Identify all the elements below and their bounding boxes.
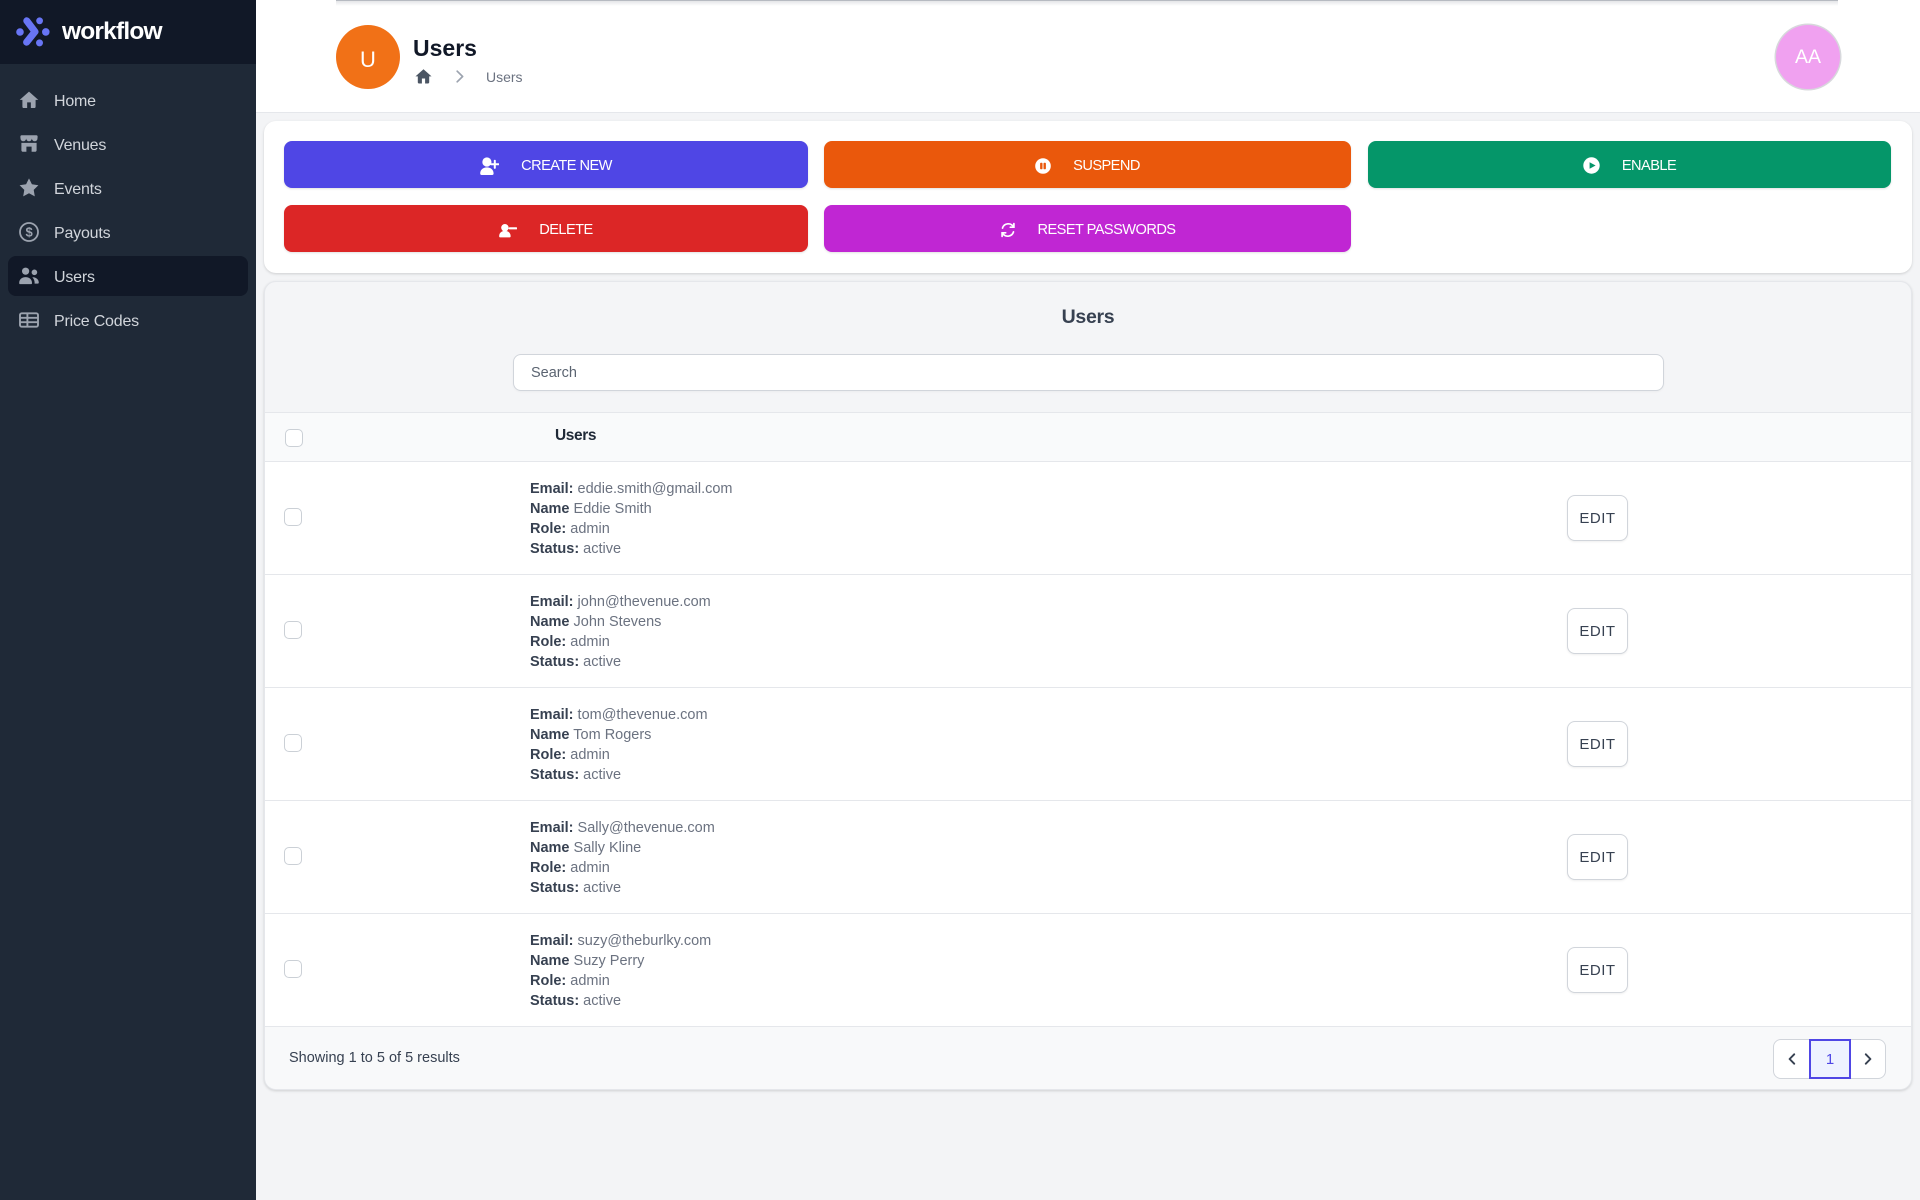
svg-text:$: $ (25, 225, 33, 240)
